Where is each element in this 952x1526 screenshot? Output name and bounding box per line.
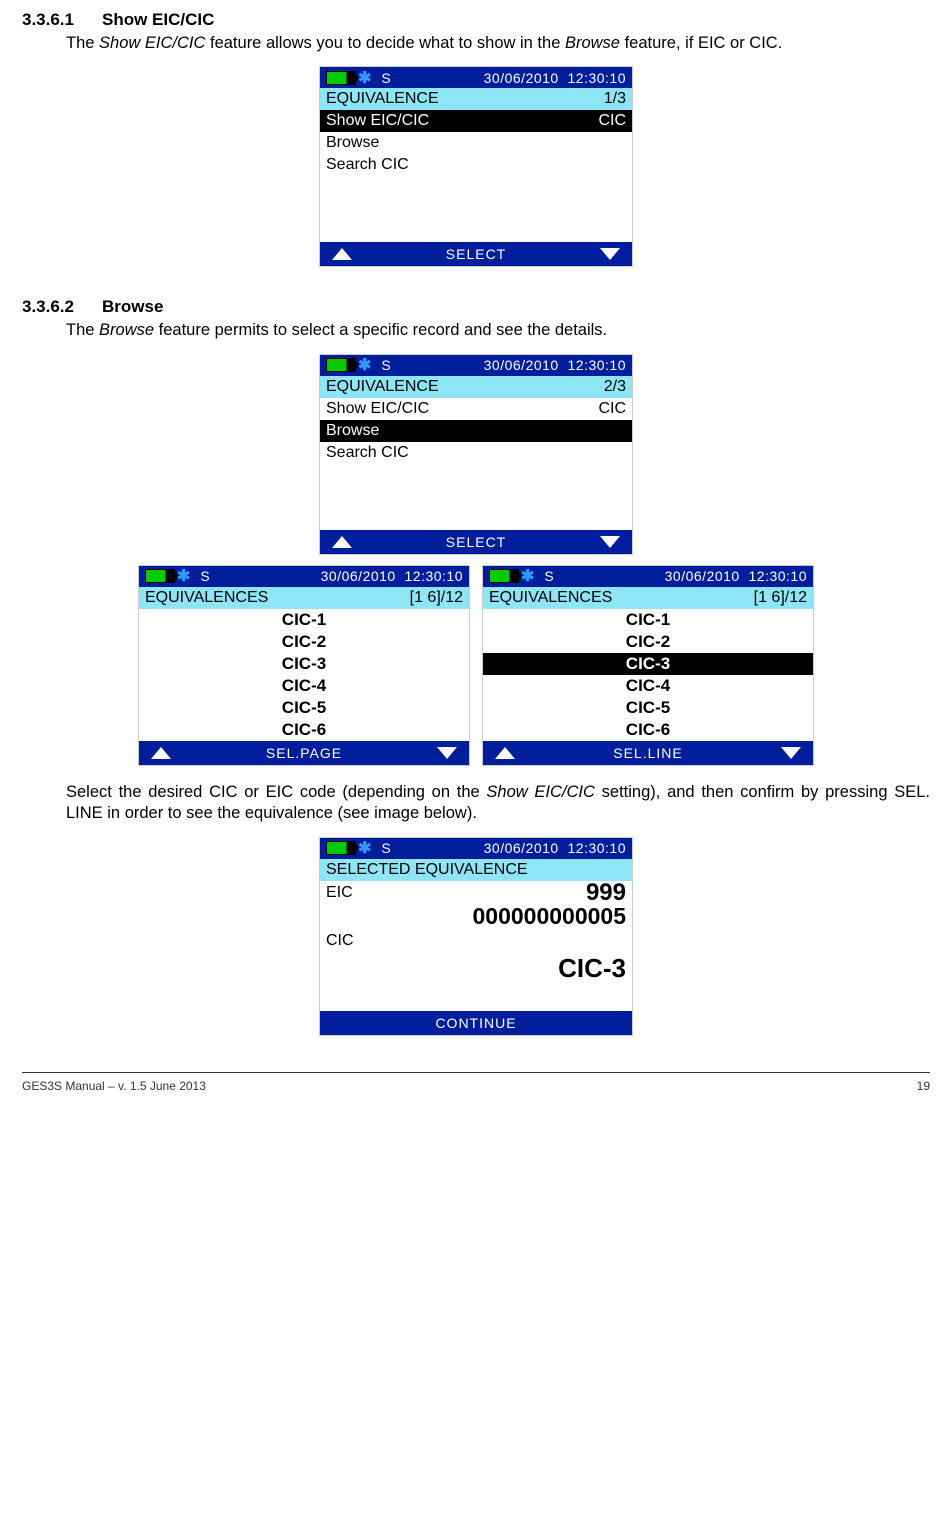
arrow-up-icon[interactable] [332, 536, 352, 548]
status-bar: ✱S30/06/2010 12:30:10 [320, 67, 632, 88]
sel-line-button[interactable]: SEL.LINE [613, 745, 682, 761]
device-screen-5: ✱S30/06/2010 12:30:10 SELECTED EQUIVALEN… [319, 837, 633, 1036]
battery-icon [326, 71, 356, 85]
list-item[interactable]: CIC-2 [483, 631, 813, 653]
screen-header: EQUIVALENCES[1 6]/12 [139, 587, 469, 609]
battery-icon [326, 358, 356, 372]
arrow-up-icon[interactable] [151, 747, 171, 759]
menu-item-search-cic[interactable]: Search CIC [320, 442, 632, 464]
arrow-down-icon[interactable] [437, 747, 457, 759]
menu-item-show-eic-cic[interactable]: Show EIC/CICCIC [320, 398, 632, 420]
cic-label: CIC [320, 929, 632, 953]
paragraph: Select the desired CIC or EIC code (depe… [22, 782, 930, 825]
paragraph: The Browse feature permits to select a s… [22, 320, 930, 341]
device-screen-2: ✱S30/06/2010 12:30:10 EQUIVALENCE2/3 Sho… [319, 354, 633, 555]
device-screen-1: ✱S30/06/2010 12:30:10 EQUIVALENCE1/3 Sho… [319, 66, 633, 267]
paragraph: The Show EIC/CIC feature allows you to d… [22, 33, 930, 54]
filler [320, 985, 632, 1011]
select-button[interactable]: SELECT [446, 534, 506, 550]
heading-num: 3.3.6.1 [22, 10, 102, 30]
arrow-down-icon[interactable] [781, 747, 801, 759]
battery-icon [326, 841, 356, 855]
arrow-down-icon[interactable] [600, 248, 620, 260]
menu-item-show-eic-cic[interactable]: Show EIC/CICCIC [320, 110, 632, 132]
heading-title: Browse [102, 297, 163, 316]
arrow-down-icon[interactable] [600, 536, 620, 548]
bluetooth-icon: ✱ [358, 838, 371, 858]
battery-icon [489, 569, 519, 583]
list-item[interactable]: CIC-1 [483, 609, 813, 631]
button-bar: SELECT [320, 242, 632, 266]
list-item[interactable]: CIC-5 [483, 697, 813, 719]
heading-num: 3.3.6.2 [22, 297, 102, 317]
device-screen-3: ✱S30/06/2010 12:30:10 EQUIVALENCES[1 6]/… [138, 565, 470, 766]
screen-header: SELECTED EQUIVALENCE [320, 859, 632, 881]
bluetooth-icon: ✱ [358, 355, 371, 375]
bluetooth-icon: ✱ [358, 68, 371, 88]
eic-row: EIC999 [320, 881, 632, 905]
menu-item-search-cic[interactable]: Search CIC [320, 154, 632, 176]
heading-title: Show EIC/CIC [102, 10, 214, 29]
sel-page-button[interactable]: SEL.PAGE [266, 745, 342, 761]
list-item[interactable]: CIC-1 [139, 609, 469, 631]
arrow-up-icon[interactable] [332, 248, 352, 260]
list-item[interactable]: CIC-5 [139, 697, 469, 719]
list-item[interactable]: CIC-6 [483, 719, 813, 741]
footer-page-number: 19 [917, 1079, 930, 1093]
list-item[interactable]: CIC-2 [139, 631, 469, 653]
eic-number: 000000000005 [320, 905, 632, 929]
menu-item-browse[interactable]: Browse [320, 132, 632, 154]
continue-button[interactable]: CONTINUE [435, 1015, 516, 1031]
cic-value: CIC-3 [320, 953, 632, 985]
footer-left: GES3S Manual – v. 1.5 June 2013 [22, 1079, 206, 1093]
battery-icon [145, 569, 175, 583]
arrow-up-icon[interactable] [495, 747, 515, 759]
select-button[interactable]: SELECT [446, 246, 506, 262]
filler [320, 464, 632, 530]
list-item[interactable]: CIC-3 [483, 653, 813, 675]
list-item[interactable]: CIC-6 [139, 719, 469, 741]
bluetooth-icon: ✱ [521, 566, 534, 586]
device-screen-4: ✱S30/06/2010 12:30:10 EQUIVALENCES[1 6]/… [482, 565, 814, 766]
list-item[interactable]: CIC-3 [139, 653, 469, 675]
screen-header: EQUIVALENCE1/3 [320, 88, 632, 110]
page-footer: GES3S Manual – v. 1.5 June 2013 19 [22, 1072, 930, 1093]
screen-header: EQUIVALENCE2/3 [320, 376, 632, 398]
screen-header: EQUIVALENCES[1 6]/12 [483, 587, 813, 609]
list-item[interactable]: CIC-4 [139, 675, 469, 697]
filler [320, 176, 632, 242]
list-item[interactable]: CIC-4 [483, 675, 813, 697]
bluetooth-icon: ✱ [177, 566, 190, 586]
menu-item-browse[interactable]: Browse [320, 420, 632, 442]
